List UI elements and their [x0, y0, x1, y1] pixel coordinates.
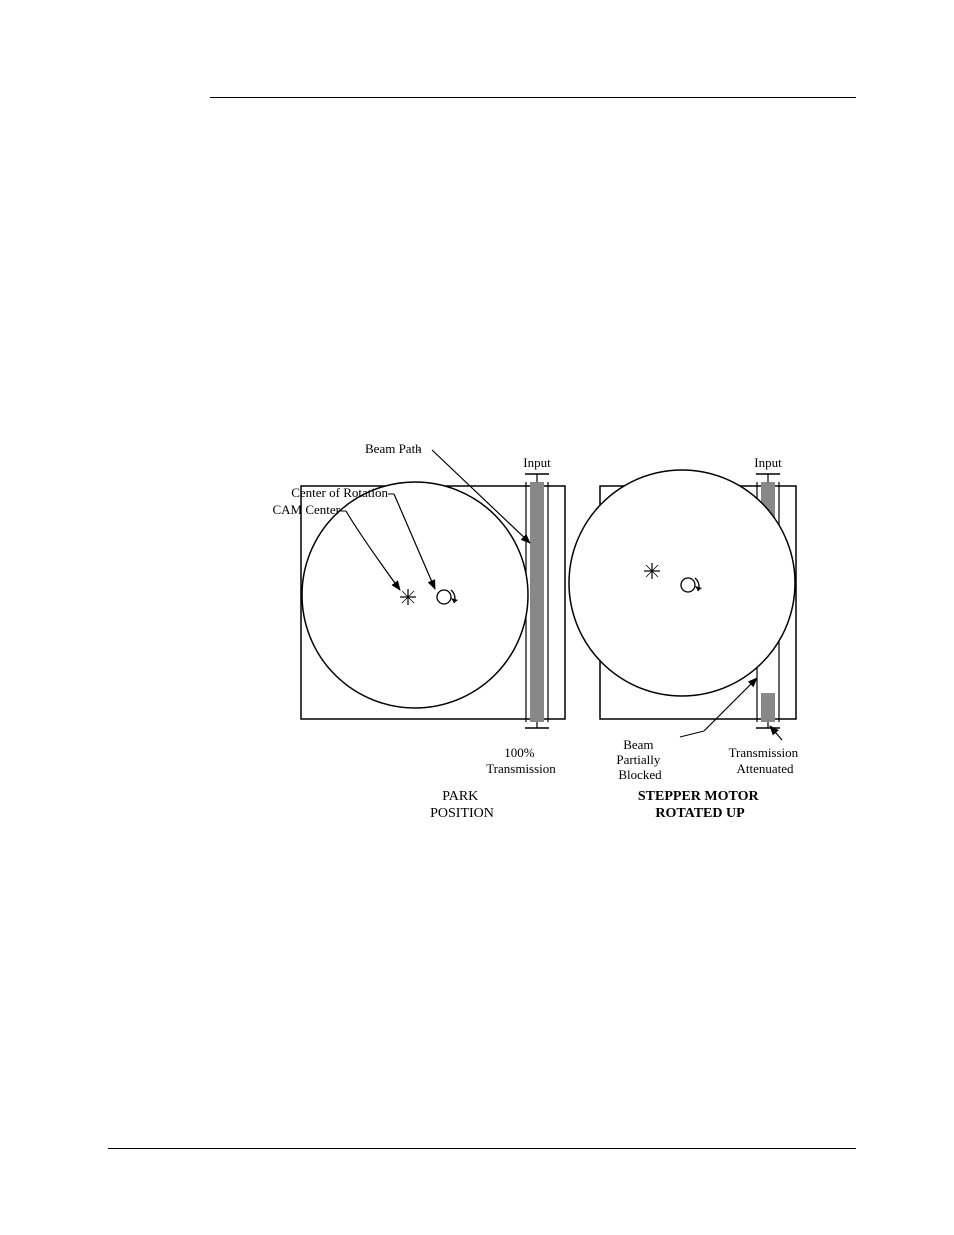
left-beam-channel	[525, 474, 549, 728]
right-label-transmission-attenuated: Transmission Attenuated	[729, 745, 802, 776]
right-cam-center-mark	[644, 563, 660, 579]
left-label-100pct: 100% Transmission	[486, 745, 556, 776]
left-cam-center-mark	[400, 589, 416, 605]
figure-diagram: Beam Path Center of Rotation CAM Center …	[0, 0, 954, 1235]
right-caption: STEPPER MOTOR ROTATED UP	[638, 789, 762, 821]
left-label-input: Input	[523, 455, 551, 470]
left-label-beam-path: Beam Path	[365, 441, 422, 456]
page: Beam Path Center of Rotation CAM Center …	[0, 0, 954, 1235]
right-beam-lower	[761, 693, 775, 722]
left-label-center-of-rotation: Center of Rotation	[291, 485, 388, 500]
right-label-beam-partially-blocked: Beam Partially Blocked	[616, 737, 663, 782]
left-label-cam-center: CAM Center	[272, 502, 340, 517]
left-caption: PARK POSITION	[430, 789, 494, 821]
right-label-input: Input	[754, 455, 782, 470]
